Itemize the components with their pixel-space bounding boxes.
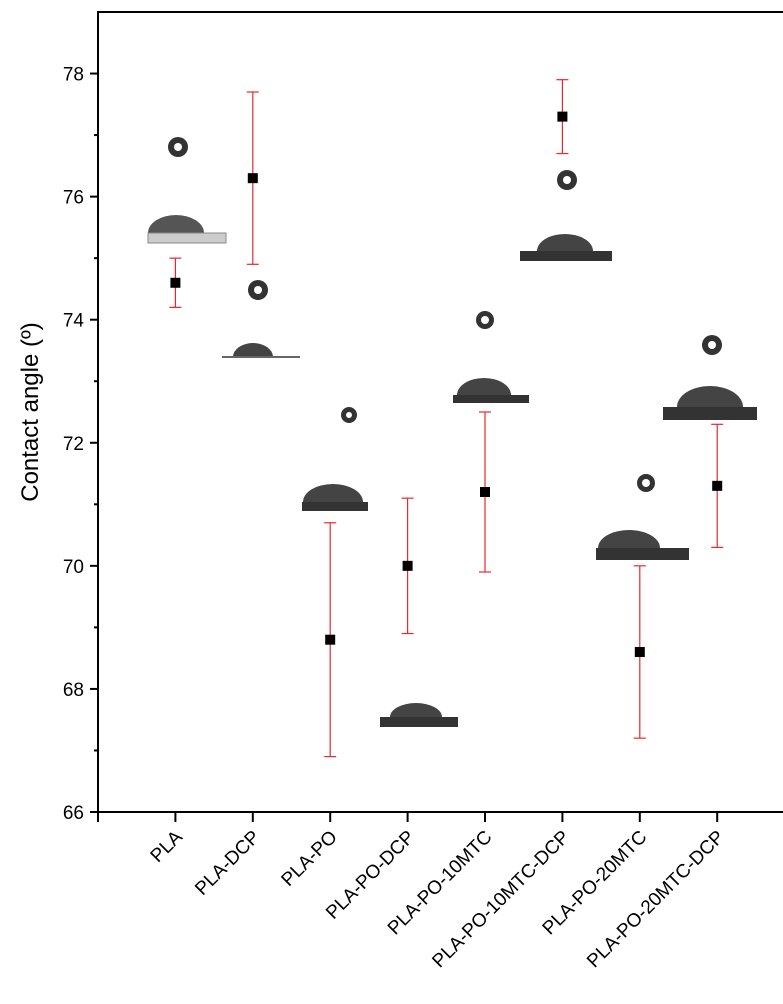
- droplet-pla-po: [302, 407, 368, 511]
- point: [634, 647, 645, 657]
- droplet-20mtc: [596, 474, 689, 560]
- x-tick-label: PLA: [147, 826, 187, 866]
- point: [557, 111, 568, 122]
- point: [247, 173, 258, 184]
- droplet-20mtc-dcp: [663, 335, 757, 420]
- point: [170, 277, 181, 288]
- droplet-pla-dcp: [222, 280, 300, 358]
- point: [402, 560, 413, 571]
- droplet-10mtc: [453, 311, 529, 403]
- droplet-images: [147, 137, 757, 727]
- x-tick-label: PLA-PO-10MTC-DCP: [428, 827, 573, 972]
- point: [325, 634, 336, 645]
- x-tick-label: PLA-DCP: [191, 827, 264, 900]
- y-tick-label: 70: [63, 557, 84, 578]
- droplet-pla-po-dcp: [380, 703, 458, 727]
- y-tick-label: 78: [63, 65, 84, 86]
- x-tick-label: PLA-PO-20MTC-DCP: [583, 827, 728, 972]
- y-tick-label: 68: [63, 680, 84, 701]
- y-tick-label: 66: [63, 803, 84, 824]
- y-tick-label: 76: [63, 188, 84, 209]
- droplet-pla: [147, 137, 227, 244]
- x-tick-label: PLA-PO: [278, 827, 342, 891]
- y-tick-label: 72: [63, 434, 84, 455]
- droplet-10mtc-dcp: [520, 170, 612, 261]
- point: [712, 480, 723, 491]
- point: [480, 487, 490, 497]
- y-axis-label: Contact angle (º): [17, 322, 44, 502]
- y-tick-label: 74: [63, 311, 85, 332]
